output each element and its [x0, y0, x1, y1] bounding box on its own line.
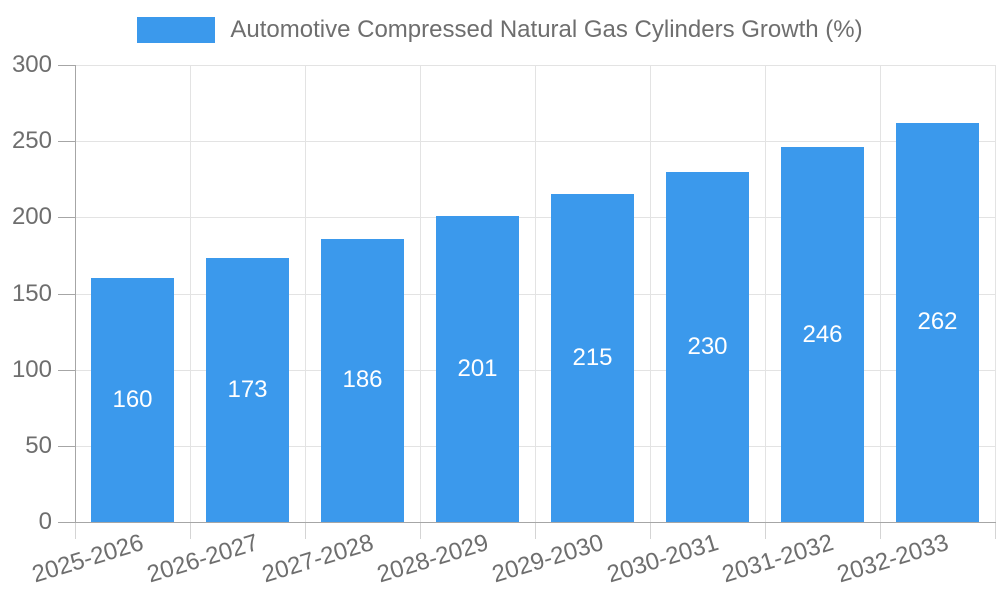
bar-value-label: 173 [227, 376, 268, 404]
legend-swatch[interactable] [137, 17, 216, 43]
bar: 230 [666, 171, 749, 522]
x-tick-label: 2030-2031 [603, 529, 722, 589]
y-tick-label: 50 [25, 431, 52, 459]
y-axis-tick [58, 369, 75, 371]
bar: 201 [436, 215, 519, 522]
x-axis-tick [420, 522, 421, 539]
x-tick-label: 2026-2027 [143, 529, 262, 589]
y-axis-tick [58, 217, 75, 219]
x-tick-label: 2032-2033 [833, 529, 952, 589]
x-axis-tick [535, 522, 536, 539]
y-axis-line [75, 65, 76, 523]
x-tick-label: 2031-2032 [718, 529, 837, 589]
y-tick-label: 100 [11, 355, 52, 383]
bar: 186 [321, 238, 404, 522]
x-axis-tick [880, 522, 881, 539]
x-gridline [650, 65, 651, 522]
x-axis-line [75, 522, 996, 523]
bar-value-label: 186 [342, 366, 383, 394]
x-gridline [420, 65, 421, 522]
bar: 160 [91, 278, 174, 522]
x-axis-tick [995, 522, 996, 539]
y-axis-tick [58, 141, 75, 143]
y-tick-label: 200 [11, 203, 52, 231]
y-tick-label: 150 [11, 279, 52, 307]
x-axis-tick [650, 522, 651, 539]
y-axis-tick [58, 293, 75, 295]
x-tick-label: 2028-2029 [373, 529, 492, 589]
bar: 262 [896, 122, 979, 522]
bar: 246 [781, 147, 864, 522]
x-tick-label: 2027-2028 [258, 529, 377, 589]
legend[interactable]: Automotive Compressed Natural Gas Cylind… [0, 14, 1000, 46]
x-gridline [880, 65, 881, 522]
y-axis-tick [58, 522, 75, 523]
x-tick-label: 2025-2026 [28, 529, 147, 589]
y-tick-label: 0 [38, 508, 52, 535]
y-axis-tick [58, 65, 75, 66]
y-axis-tick [58, 445, 75, 447]
x-axis-tick [190, 522, 191, 539]
bar-value-label: 230 [687, 332, 728, 360]
x-gridline [765, 65, 766, 522]
x-axis-tick [75, 522, 76, 539]
x-gridline [190, 65, 191, 522]
legend-label[interactable]: Automotive Compressed Natural Gas Cylind… [230, 16, 863, 43]
x-tick-label: 2029-2030 [488, 529, 607, 589]
x-gridline [305, 65, 306, 522]
bar-value-label: 246 [802, 320, 843, 348]
y-tick-label: 250 [11, 127, 52, 155]
y-tick-label: 300 [11, 51, 52, 78]
bar-value-label: 262 [917, 308, 958, 336]
x-gridline [535, 65, 536, 522]
bar-value-label: 160 [112, 386, 153, 414]
bar-value-label: 215 [572, 344, 613, 372]
x-axis-tick [765, 522, 766, 539]
bar: 173 [206, 258, 289, 522]
x-gridline [995, 65, 996, 522]
bar-value-label: 201 [457, 354, 498, 382]
bar: 215 [551, 194, 634, 522]
x-axis-tick [305, 522, 306, 539]
